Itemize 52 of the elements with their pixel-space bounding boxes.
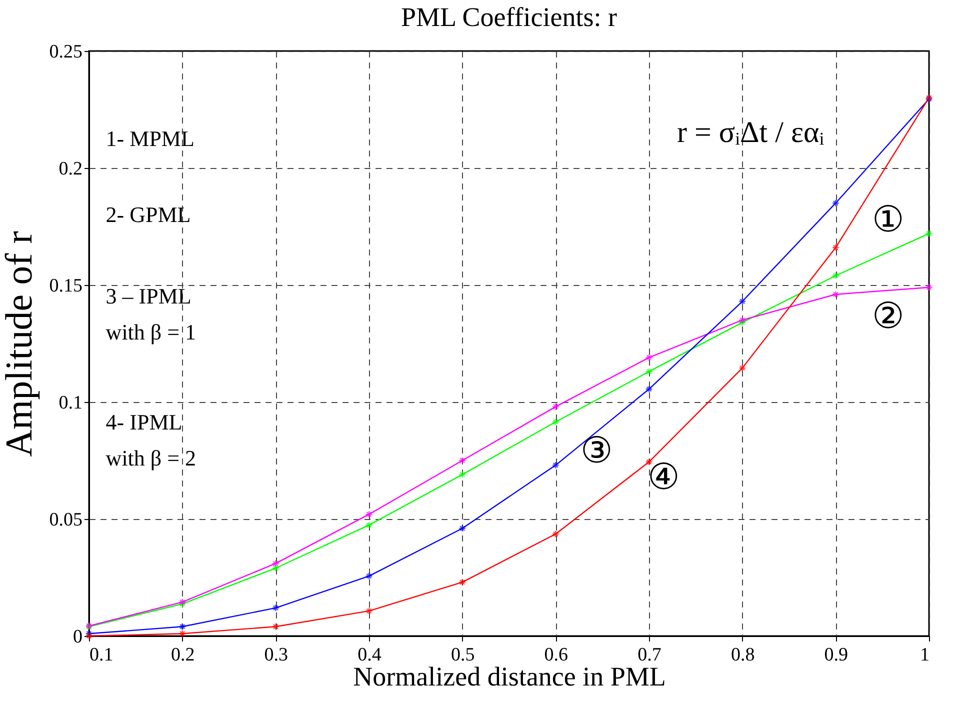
- point: [738, 364, 746, 372]
- point: [645, 354, 653, 362]
- annotation: ②: [872, 296, 904, 336]
- y-tick-label: 0.2: [58, 158, 82, 180]
- point: [272, 622, 280, 630]
- annotation: ④: [648, 457, 680, 498]
- point: [832, 272, 840, 280]
- point: [272, 604, 280, 612]
- point: [552, 530, 560, 538]
- chart-title: PML Coefficients: r: [401, 2, 617, 32]
- point: [365, 607, 373, 615]
- y-tick-label: 0.05: [49, 510, 82, 530]
- annotation: r = σᵢΔt / εαᵢ: [677, 116, 824, 149]
- point: [458, 524, 466, 532]
- point: [365, 521, 373, 529]
- point: [738, 318, 746, 326]
- y-tick-label: 0.1: [58, 392, 82, 414]
- point: [645, 385, 653, 393]
- point: [738, 298, 746, 306]
- point: [178, 622, 186, 630]
- point: [738, 316, 746, 324]
- point: [552, 461, 560, 469]
- x-tick-label: 0.9: [824, 644, 848, 666]
- annotation: 1- MPML: [106, 126, 194, 151]
- annotation: ①: [872, 200, 904, 240]
- point: [552, 402, 560, 410]
- y-tick-label: 0.15: [49, 276, 82, 296]
- point: [458, 578, 466, 586]
- annotation: ③: [580, 430, 612, 471]
- point: [272, 564, 280, 572]
- point: [552, 418, 560, 426]
- point: [365, 572, 373, 580]
- point: [832, 290, 840, 298]
- x-tick-label: 0.8: [730, 644, 755, 666]
- point: [832, 199, 840, 207]
- point: [178, 630, 186, 638]
- y-tick-label: 0.25: [49, 42, 82, 62]
- y-axis-title: Amplitude of r: [0, 230, 40, 457]
- annotation: 3 – IPML with β = 1: [106, 284, 196, 345]
- x-tick-label: 0.3: [264, 644, 288, 666]
- annotation: 2- GPML: [106, 202, 191, 227]
- annotation: 4- IPML with β = 2: [106, 409, 196, 470]
- x-tick-label: 0.2: [170, 644, 195, 666]
- point: [458, 456, 466, 464]
- point: [645, 368, 653, 376]
- point: [272, 560, 280, 568]
- point: [832, 244, 840, 252]
- y-tick-label: 0: [73, 626, 82, 648]
- point: [458, 470, 466, 478]
- point: [365, 510, 373, 518]
- x-tick-label: 1: [920, 644, 930, 666]
- x-tick-label: 0.1: [90, 644, 114, 666]
